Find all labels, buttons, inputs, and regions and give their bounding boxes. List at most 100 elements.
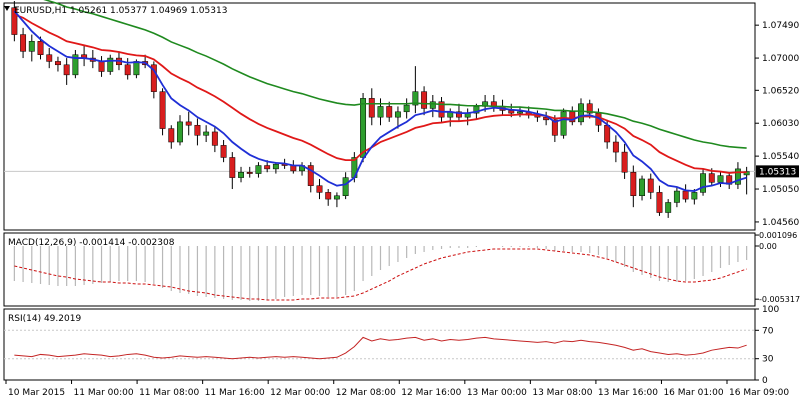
candle-body [229,157,236,178]
macd-tick-label: 0.00 [759,242,777,251]
candle-body [586,103,593,114]
price-tick-label: 1.07490 [762,21,799,31]
rsi-tick-label: 0 [762,376,768,386]
candle-body [72,54,79,76]
collapse-triangle-icon[interactable] [4,6,10,11]
candle-body [54,61,61,66]
x-tick-label: 11 Mar 08:00 [139,388,199,398]
candle-body [717,175,724,183]
x-tick-label: 12 Mar 16:00 [401,388,461,398]
candle-body [333,195,340,200]
candle-body [360,98,367,158]
macd-title: MACD(12,26,9) -0.001414 -0.002308 [8,238,175,248]
candle-body [578,103,584,123]
x-tick-label: 13 Mar 00:00 [467,388,527,398]
candle-body [11,7,18,35]
mid-moving-average-line [14,13,747,174]
candle-body [691,192,698,200]
candle-body [708,173,715,183]
candle-body [246,171,253,174]
slow-moving-average-line [43,0,747,149]
candle-body [429,101,436,109]
candle-body [438,101,445,118]
candle-body [394,111,401,118]
candle-body [37,41,44,55]
candle-body [177,121,183,143]
candle-body [508,110,515,114]
macd-tick-label: 0.001096 [759,231,797,240]
candle-body [412,91,419,106]
candle-body [682,190,689,200]
candle-body [272,163,279,170]
price-tick-label: 1.06030 [762,119,799,129]
rsi-tick-label: 70 [762,326,774,336]
candle-body [168,128,175,143]
candle-body [656,192,663,213]
candle-body [342,177,349,196]
x-tick-label: 13 Mar 08:00 [532,388,592,398]
x-tick-label: 12 Mar 00:00 [270,388,330,398]
candle-body [238,171,244,178]
candle-body [20,34,27,52]
rsi-tick-label: 30 [762,355,774,365]
candle-body [630,171,637,196]
candle-body [639,178,645,196]
candle-body [316,185,323,193]
candle-body [307,165,314,186]
x-tick-label: 10 Mar 2015 [8,388,65,398]
x-tick-label: 16 Mar 01:00 [663,388,723,398]
candle-body [621,151,628,173]
candle-body [517,111,523,114]
fast-moving-average-line [13,10,747,192]
candle-body [255,165,262,174]
candle-body [124,64,131,76]
x-tick-label: 16 Mar 09:00 [729,388,789,398]
x-tick-label: 12 Mar 08:00 [336,388,396,398]
candle-body [421,91,428,109]
rsi-tick-label: 100 [762,305,779,315]
candle-body [386,106,393,118]
candle-body [665,202,672,213]
candle-body [194,124,201,136]
rsi-panel-frame [3,308,756,381]
candle-body [456,111,462,118]
candle-body [63,64,70,76]
x-tick-label: 11 Mar 16:00 [205,388,265,398]
x-tick-label: 11 Mar 00:00 [74,388,134,398]
candle-body [377,106,384,118]
candle-body [264,165,271,170]
candle-body [560,111,567,136]
candle-body [734,168,741,185]
candle-body [159,91,166,129]
macd-panel-frame [3,232,756,307]
price-tick-label: 1.04560 [762,218,799,228]
candle-body [551,119,558,136]
macd-tick-label: -0.005317 [759,295,800,304]
candle-body [700,173,707,193]
rsi-line [14,336,747,360]
candle-body [107,57,114,72]
price-tick-label: 1.07000 [762,54,799,64]
candle-body [604,124,611,143]
current-price-label: 1.05313 [759,167,796,177]
candle-body [98,61,105,72]
price-tick-label: 1.05540 [762,152,799,162]
candle-body [647,178,654,193]
candle-body [211,131,218,146]
rsi-title: RSI(14) 49.2019 [8,314,81,324]
macd-signal-line [14,248,747,301]
candle-body [185,121,192,126]
candle-body [133,61,140,76]
candle-body [28,41,35,52]
candle-body [46,54,53,62]
candle-body [612,141,619,153]
price-tick-label: 1.06520 [762,86,799,96]
current-price-box [756,165,799,178]
x-tick-label: 13 Mar 16:00 [598,388,658,398]
price-tick-label: 1.05050 [762,185,799,195]
candle-body [325,192,332,200]
candle-body [220,145,227,158]
candle-body [150,64,157,92]
